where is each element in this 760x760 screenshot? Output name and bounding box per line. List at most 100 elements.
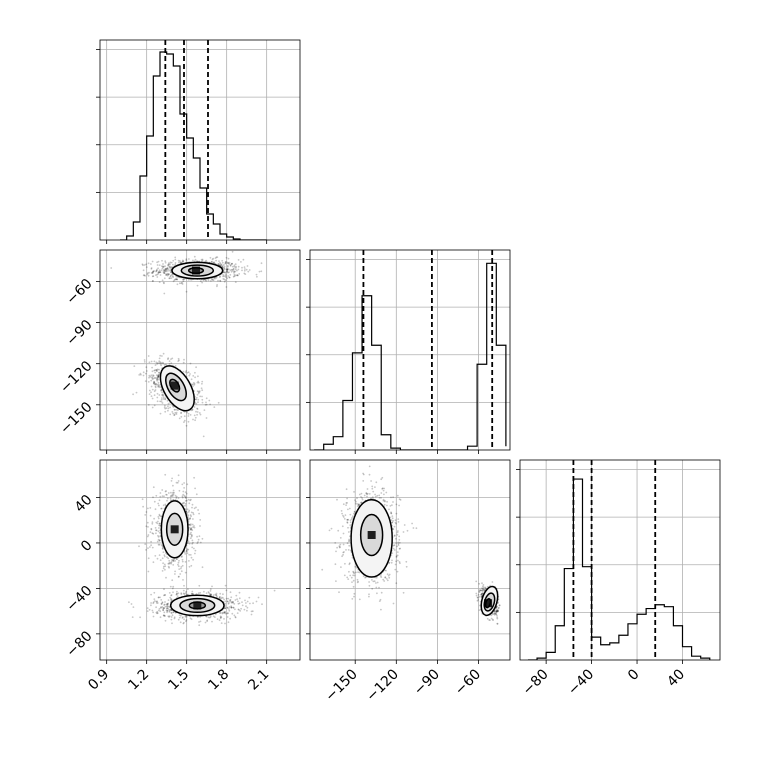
sample-point [205, 592, 208, 594]
sample-point [147, 534, 150, 536]
sample-point [155, 370, 158, 372]
sample-point [155, 611, 158, 614]
sample-point [375, 586, 378, 589]
sample-point [164, 473, 167, 476]
sample-point [190, 498, 192, 501]
sample-point [161, 548, 164, 550]
sample-point [201, 566, 204, 569]
sample-point [174, 412, 177, 414]
sample-point [152, 374, 154, 377]
sample-point [221, 596, 223, 599]
sample-point [167, 262, 170, 265]
sample-point [373, 580, 376, 583]
sample-point [173, 491, 175, 494]
sample-point [145, 370, 148, 372]
sample-point [228, 602, 230, 604]
sample-point [185, 258, 188, 260]
sample-point [348, 563, 351, 566]
sample-point [218, 260, 220, 262]
sample-point [398, 547, 401, 550]
sample-point [176, 558, 178, 560]
sample-point [154, 389, 157, 391]
sample-point [216, 618, 219, 620]
sample-point [224, 622, 226, 625]
sample-point [151, 397, 154, 400]
sample-point [148, 376, 150, 379]
sample-point [168, 616, 171, 618]
sample-point [175, 593, 178, 596]
sample-point [159, 274, 162, 276]
sample-point [195, 410, 197, 413]
sample-point [166, 399, 169, 402]
sample-point [168, 561, 171, 564]
sample-point [162, 269, 165, 272]
sample-point [199, 620, 202, 623]
sample-point [345, 549, 347, 551]
sample-point [222, 611, 225, 614]
sample-point [343, 518, 346, 520]
sample-point [183, 419, 186, 422]
sample-point [178, 614, 181, 616]
sample-point [197, 509, 200, 511]
sample-point [226, 270, 229, 273]
sample-point [154, 364, 157, 366]
sample-point [151, 280, 154, 282]
sample-point [153, 381, 156, 384]
sample-point [184, 502, 187, 505]
sample-point [214, 616, 216, 618]
sample-point [192, 541, 194, 544]
sample-point [142, 505, 145, 508]
sample-point [238, 597, 241, 600]
sample-point [135, 391, 138, 394]
sample-point [342, 532, 345, 535]
sample-point [368, 581, 370, 583]
sample-point [178, 575, 180, 578]
sample-point [170, 362, 173, 364]
sample-point [167, 607, 170, 610]
sample-point [212, 594, 215, 596]
sample-point [232, 602, 234, 604]
sample-point [175, 408, 178, 411]
density-panel-p1-p2 [306, 459, 511, 664]
sample-point [181, 281, 184, 284]
sample-point [498, 604, 501, 607]
sample-point [164, 397, 167, 400]
sample-point [180, 412, 183, 414]
sample-point [171, 477, 174, 480]
sample-point [163, 292, 166, 295]
sample-point [225, 597, 228, 600]
sample-point [358, 598, 361, 601]
sample-point [158, 499, 161, 502]
sample-point [156, 522, 159, 525]
sample-point [160, 364, 163, 367]
sample-point [334, 563, 337, 566]
sample-point [393, 544, 396, 546]
sample-point [157, 596, 160, 599]
sample-point [396, 545, 398, 548]
sample-point [199, 541, 202, 544]
sample-point [192, 593, 195, 595]
sample-point [163, 406, 166, 409]
sample-point [193, 414, 196, 417]
sample-point [395, 522, 397, 525]
sample-point [198, 391, 201, 394]
sample-point [170, 594, 173, 597]
sample-point [497, 610, 499, 613]
sample-point [349, 574, 352, 577]
sample-point [189, 517, 192, 519]
sample-point [237, 268, 240, 271]
sample-point [405, 560, 408, 563]
sample-point [221, 259, 224, 262]
sample-point [244, 268, 246, 270]
sample-point [165, 270, 168, 273]
sample-point [166, 607, 169, 610]
sample-point [183, 421, 185, 423]
density-panel-p0-p1 [96, 249, 301, 454]
sample-point [160, 603, 163, 605]
sample-point [169, 499, 172, 502]
sample-point [228, 271, 230, 273]
sample-point [170, 612, 173, 614]
sample-point [157, 502, 160, 505]
sample-point [476, 599, 479, 602]
sample-point [152, 601, 155, 603]
